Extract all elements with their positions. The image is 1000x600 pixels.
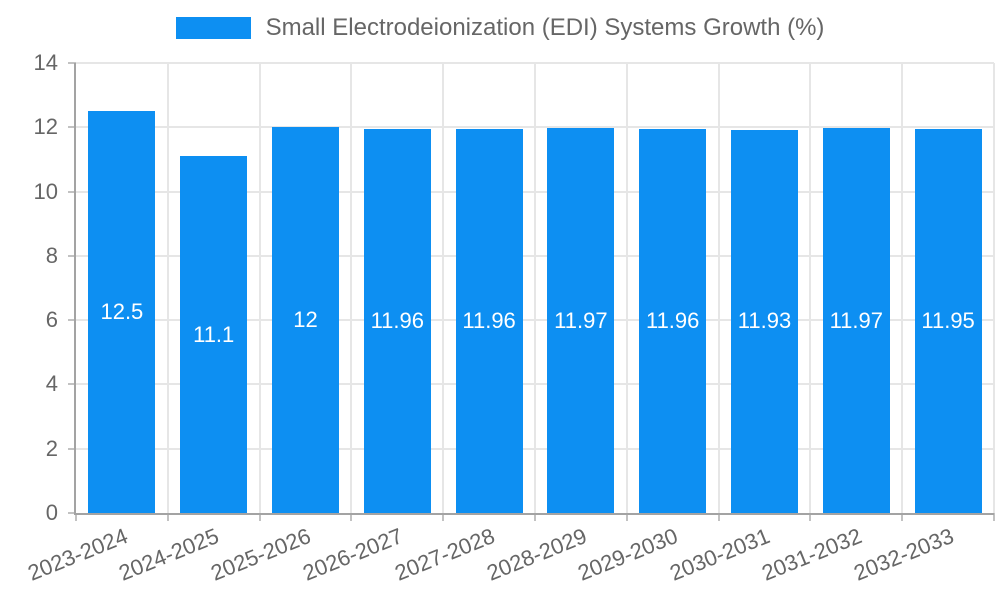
bar-value-label: 11.1 bbox=[193, 321, 235, 347]
x-axis-tick bbox=[442, 513, 445, 521]
x-tick-label: 2029-2030 bbox=[574, 523, 682, 586]
y-axis-tick bbox=[68, 512, 76, 514]
y-axis-tick bbox=[68, 447, 76, 450]
x-axis-tick bbox=[809, 513, 812, 521]
x-axis-tick bbox=[534, 513, 536, 521]
x-axis-tick bbox=[166, 513, 169, 521]
bar-value-label: 11.96 bbox=[370, 307, 424, 333]
x-axis-tick bbox=[717, 513, 720, 521]
bar-value-label: 11.96 bbox=[645, 307, 700, 333]
y-tick-label: 14 bbox=[33, 50, 58, 75]
legend-label: Small Electrodeionization (EDI) Systems … bbox=[265, 14, 825, 41]
bar[interactable] bbox=[822, 128, 890, 513]
bar[interactable] bbox=[272, 127, 339, 513]
v-gridline bbox=[625, 63, 628, 513]
bar-value-label: 11.93 bbox=[737, 308, 792, 334]
v-gridline bbox=[442, 63, 445, 513]
y-axis-line bbox=[74, 63, 76, 515]
bar-value-label: 12 bbox=[293, 307, 318, 333]
bar-value-label: 11.97 bbox=[829, 307, 883, 333]
v-gridline bbox=[166, 63, 169, 513]
v-gridline bbox=[809, 63, 812, 513]
y-axis-tick bbox=[68, 383, 76, 386]
bar[interactable] bbox=[88, 111, 156, 513]
x-tick-label: 2031-2032 bbox=[758, 523, 866, 586]
y-tick-label: 8 bbox=[45, 242, 58, 268]
bar[interactable] bbox=[363, 128, 431, 513]
bar-value-label: 11.95 bbox=[921, 307, 975, 333]
x-axis-tick bbox=[993, 513, 995, 521]
x-tick-label: 2032-2033 bbox=[850, 523, 958, 586]
x-tick-label: 2030-2031 bbox=[666, 523, 774, 586]
x-tick-label: 2025-2026 bbox=[207, 523, 315, 586]
y-tick-label: 6 bbox=[45, 307, 58, 333]
bar[interactable] bbox=[180, 156, 248, 513]
y-tick-label: 0 bbox=[45, 500, 58, 525]
x-axis-tick bbox=[258, 513, 261, 521]
x-axis-line bbox=[74, 513, 994, 515]
bar-value-label: 12.5 bbox=[100, 299, 144, 325]
v-gridline bbox=[258, 63, 261, 513]
y-axis-tick bbox=[68, 319, 76, 322]
x-axis-tick bbox=[350, 513, 353, 521]
y-axis-tick bbox=[68, 126, 76, 129]
v-gridline bbox=[993, 63, 995, 513]
v-gridline bbox=[350, 63, 353, 513]
bar-value-label: 11.97 bbox=[554, 307, 608, 333]
x-axis-tick bbox=[901, 513, 904, 521]
bar[interactable] bbox=[547, 128, 615, 513]
bar[interactable] bbox=[639, 128, 707, 513]
v-gridline bbox=[717, 63, 720, 513]
bar[interactable] bbox=[914, 128, 982, 513]
x-tick-label: 2027-2028 bbox=[391, 523, 499, 586]
x-tick-label: 2026-2027 bbox=[299, 523, 407, 586]
y-tick-label: 10 bbox=[33, 178, 58, 204]
x-tick-label: 2024-2025 bbox=[115, 523, 223, 586]
legend[interactable]: Small Electrodeionization (EDI) Systems … bbox=[0, 14, 1000, 42]
y-tick-label: 2 bbox=[45, 435, 58, 461]
x-axis-tick bbox=[625, 513, 628, 521]
y-tick-label: 4 bbox=[45, 371, 58, 397]
x-tick-label: 2028-2029 bbox=[482, 523, 590, 586]
x-axis-tick bbox=[75, 513, 77, 521]
x-tick-label: 2023-2024 bbox=[23, 523, 131, 586]
y-axis-tick bbox=[68, 62, 76, 64]
bar[interactable] bbox=[455, 128, 523, 513]
bar[interactable] bbox=[731, 129, 798, 513]
y-axis-tick bbox=[68, 254, 76, 257]
legend-swatch bbox=[175, 17, 251, 39]
y-tick-label: 12 bbox=[33, 114, 58, 140]
bar-value-label: 11.96 bbox=[462, 307, 516, 333]
y-axis-tick bbox=[68, 190, 76, 193]
v-gridline bbox=[534, 63, 536, 513]
v-gridline bbox=[901, 63, 904, 513]
